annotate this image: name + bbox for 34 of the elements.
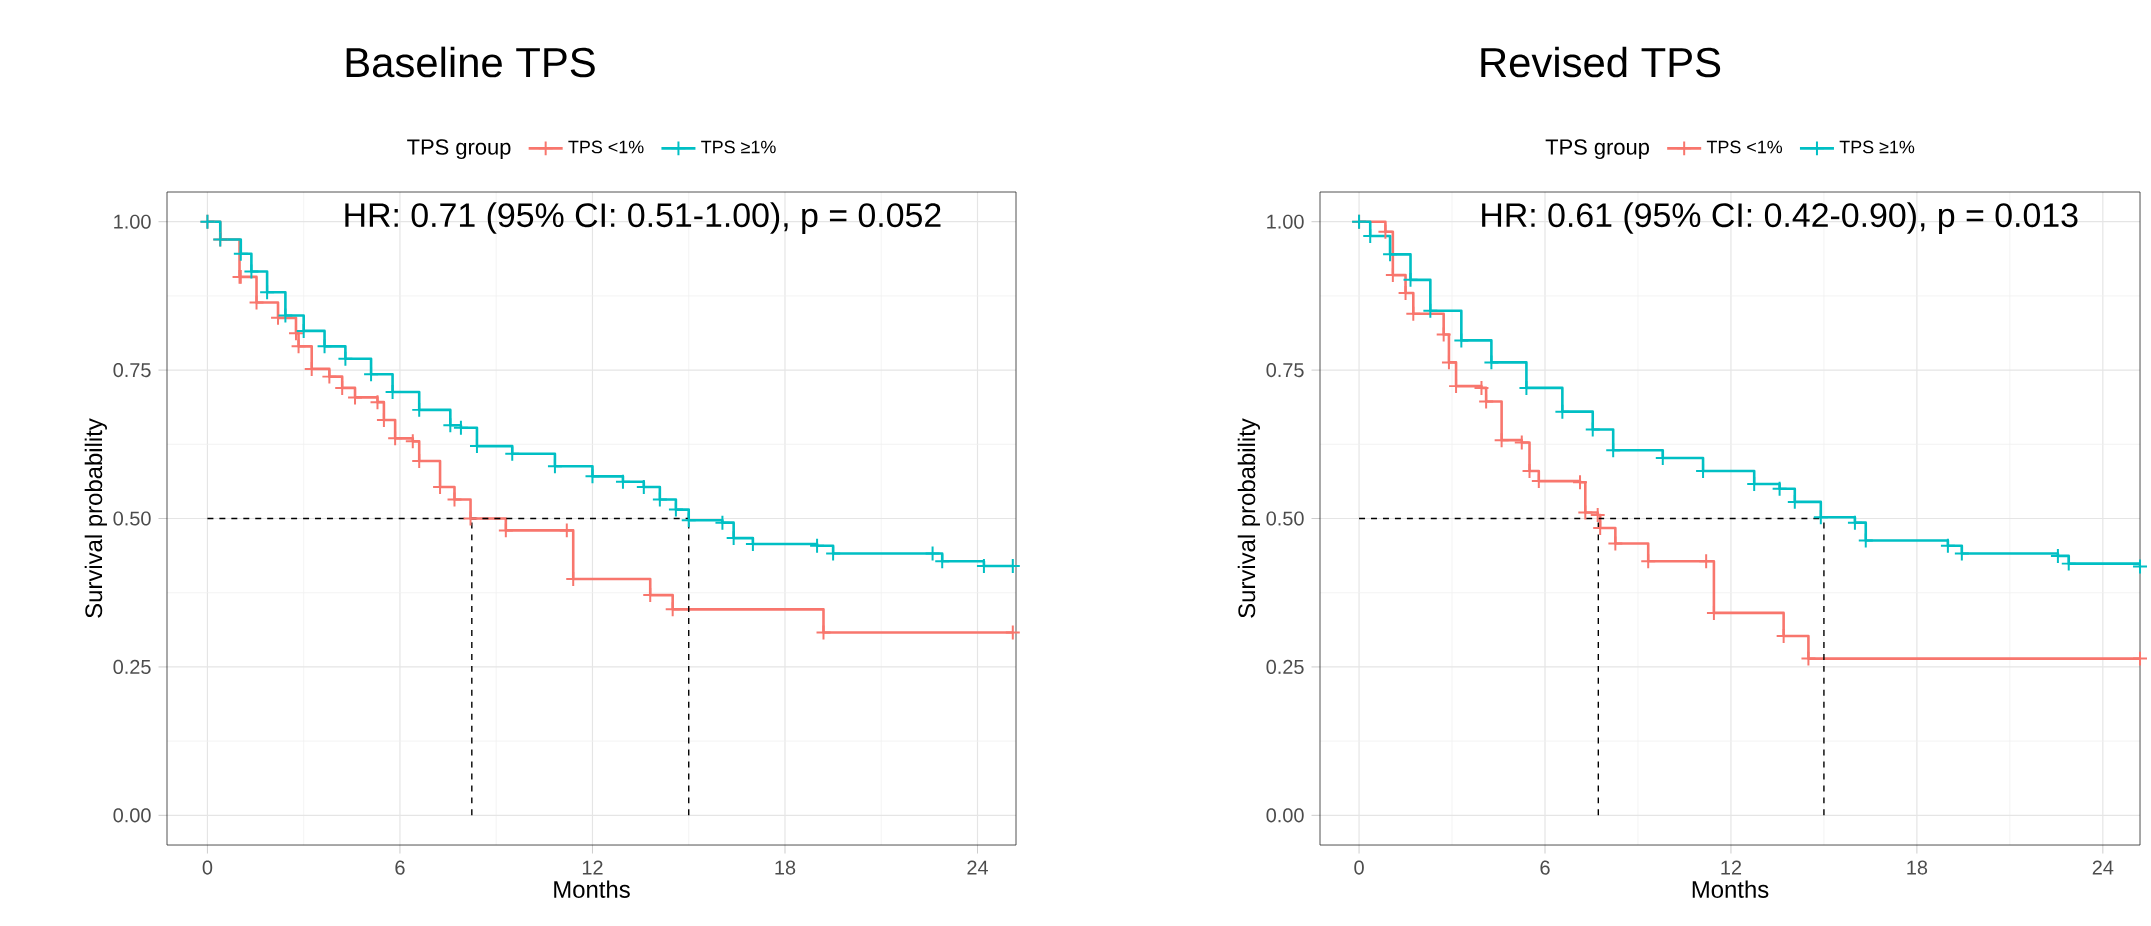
annotation: HR: 0.61 (95% CI: 0.42-0.90), p = 0.013 [1482, 202, 2078, 234]
x-tick-label: 24 [967, 860, 988, 875]
x-tick-label: 6 [395, 860, 405, 875]
y-tick-label: 0.25 [113, 659, 151, 674]
chart-title: Baseline TPS [346, 46, 595, 78]
x-tick-label: 0 [202, 860, 213, 875]
legend-label: TPS ≥1% [701, 140, 776, 154]
y-tick-label: 0.25 [1266, 659, 1304, 674]
y-tick-label: 0.75 [113, 363, 151, 378]
x-tick-label: 12 [582, 860, 603, 875]
legend-label: TPS <1% [568, 140, 644, 154]
y-axis-title: Survival probability [1237, 418, 1260, 618]
annotation: HR: 0.71 (95% CI: 0.51-1.00), p = 0.052 [345, 202, 941, 234]
x-tick-label: 12 [1721, 860, 1742, 875]
y-axis-title: Survival probability [84, 418, 107, 618]
x-axis-title: Months [554, 880, 630, 898]
x-axis-title: Months [1692, 880, 1769, 898]
y-tick-label: 0.00 [113, 808, 151, 823]
legend-label: TPS ≥1% [1839, 140, 1915, 154]
legend-label: TPS <1% [1706, 140, 1783, 154]
chart-title: Revised TPS [1481, 46, 1721, 78]
x-tick-label: 6 [1540, 860, 1550, 875]
x-tick-label: 0 [1354, 860, 1364, 875]
legend-title: TPS group [1545, 139, 1649, 160]
y-tick-label: 1.00 [1267, 214, 1304, 229]
x-tick-label: 18 [775, 860, 796, 875]
y-tick-label: 0.75 [1266, 363, 1304, 378]
y-tick-label: 0.50 [113, 511, 151, 526]
y-tick-label: 0.00 [1266, 808, 1304, 823]
x-tick-label: 24 [2092, 860, 2114, 875]
legend-title: TPS group [407, 139, 511, 160]
y-tick-label: 0.50 [1266, 511, 1304, 526]
y-tick-label: 1.00 [114, 214, 151, 229]
x-tick-label: 18 [1907, 860, 1928, 875]
